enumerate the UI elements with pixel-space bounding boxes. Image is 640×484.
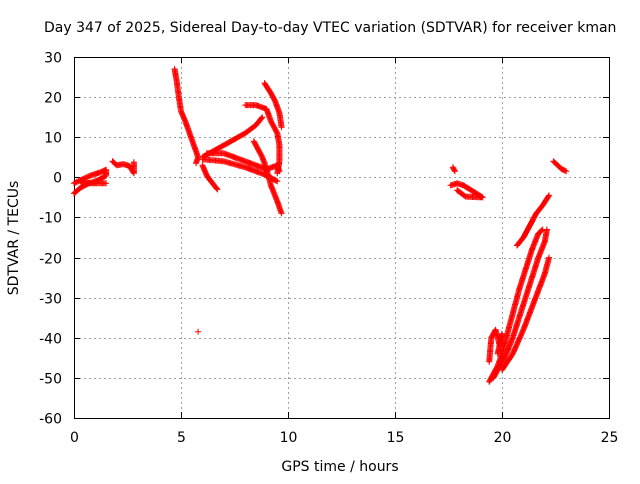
data-point xyxy=(454,187,461,194)
series-track-3 xyxy=(77,178,110,187)
x-tick-label: 0 xyxy=(70,430,79,446)
series-track-21 xyxy=(550,158,570,175)
series-track-5 xyxy=(171,66,202,167)
y-tick-label: -60 xyxy=(39,412,62,428)
data-point xyxy=(563,168,570,175)
x-tick-label: 20 xyxy=(494,430,512,446)
y-tick-label: -10 xyxy=(39,211,62,227)
data-point xyxy=(274,170,281,177)
data-point xyxy=(455,187,461,194)
series-track-14 xyxy=(449,164,458,175)
y-tick-label: -20 xyxy=(39,252,62,268)
data-point xyxy=(278,124,285,131)
data-point xyxy=(258,115,265,122)
series-track-10 xyxy=(242,102,283,177)
x-tick-label: 5 xyxy=(177,430,186,446)
y-tick-label: 20 xyxy=(44,91,62,107)
data-point xyxy=(193,160,199,167)
data-point xyxy=(214,186,221,193)
plot-frame xyxy=(74,57,610,419)
y-tick-label: -50 xyxy=(39,372,62,388)
data-point xyxy=(545,193,552,200)
y-axis-label: SDTVAR / TECUs xyxy=(6,181,22,296)
data-point xyxy=(103,180,110,187)
series-track-20 xyxy=(514,192,553,249)
data-point xyxy=(278,210,285,217)
y-tick-label: 10 xyxy=(44,131,62,147)
data-point xyxy=(546,254,553,261)
ticks-layer: 0 5 10 15 20 25 -60 -50 -40 -30 -20 -10 0 10 20 30 xyxy=(39,51,618,447)
data-point xyxy=(213,185,220,192)
x-tick-label: 25 xyxy=(601,430,619,446)
x-tick-label: 10 xyxy=(280,430,298,446)
series-track-13 xyxy=(195,328,202,335)
series-track-15 xyxy=(447,180,486,201)
x-tick-label: 15 xyxy=(387,430,405,446)
series-track-12 xyxy=(250,138,285,217)
grid-layer xyxy=(74,57,609,418)
data-point xyxy=(130,159,137,166)
series-track-18 xyxy=(486,326,505,365)
data-point xyxy=(259,114,266,121)
series-track-19 xyxy=(499,254,553,373)
data-point xyxy=(274,178,281,185)
y-tick-label: -30 xyxy=(39,292,62,308)
data-point xyxy=(494,350,501,357)
y-tick-label: -40 xyxy=(39,332,62,348)
data-point xyxy=(451,168,458,175)
series-track-6 xyxy=(199,162,221,193)
y-tick-label: 0 xyxy=(53,171,62,187)
x-axis-label: GPS time / hours xyxy=(281,459,398,475)
data-point xyxy=(103,166,110,173)
data-point xyxy=(195,328,202,335)
data-point xyxy=(546,192,553,199)
series-track-11 xyxy=(261,80,285,131)
chart-title: Day 347 of 2025, Sidereal Day-to-day VTE… xyxy=(44,20,616,36)
data-point xyxy=(543,226,550,233)
marks-layer xyxy=(71,66,570,385)
series-track-4 xyxy=(109,158,137,177)
y-tick-label: 30 xyxy=(44,51,62,67)
